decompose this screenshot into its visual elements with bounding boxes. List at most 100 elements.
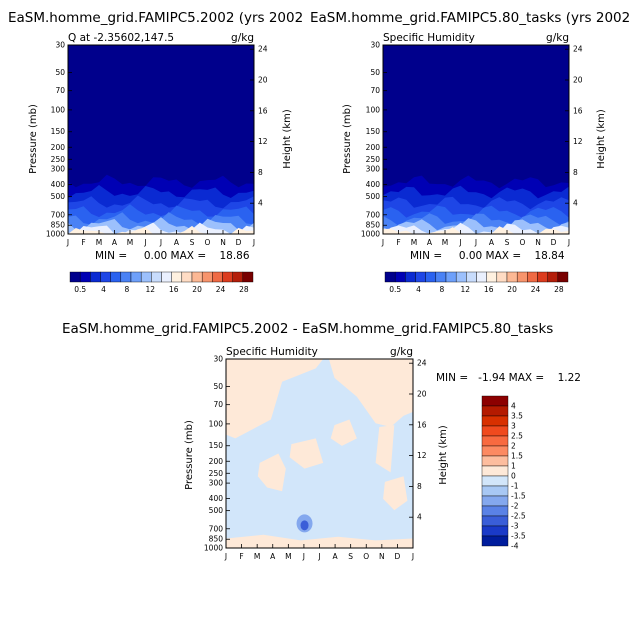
stats-top-left: MIN = 0.00 MAX = 18.86: [95, 250, 250, 262]
colorbar-swatch: [481, 505, 509, 517]
colorbar-label: -3: [511, 522, 519, 531]
y2label-bottom: Height (km): [438, 425, 449, 485]
stats-bottom: MIN = -1.94 MAX = 1.22: [436, 372, 581, 384]
colorbar-swatch: [481, 515, 509, 527]
x-tick-label: A: [489, 238, 495, 247]
colorbar-swatch: [516, 271, 528, 283]
y-tick-label: 700: [366, 210, 381, 219]
subtitle-left-top-right: Specific Humidity: [383, 32, 475, 44]
y2-tick-label: 8: [417, 482, 422, 491]
colorbar-swatch: [455, 271, 467, 283]
subtitle-right-top-left: g/kg: [231, 32, 254, 44]
humidity-band: [68, 225, 254, 234]
colorbar-label: 3.5: [511, 412, 523, 421]
ylabel-bottom: Pressure (mb): [184, 420, 195, 490]
y-tick-label: 30: [213, 355, 223, 364]
heatmap-layer-2: [226, 359, 413, 548]
y-tick-label: 300: [209, 479, 224, 488]
colorbar-label: 2: [511, 442, 516, 451]
y-tick-label: 50: [370, 68, 380, 77]
x-tick-label: M: [96, 238, 102, 247]
colorbar-swatch: [481, 405, 509, 417]
colorbar-label: 12: [461, 285, 471, 294]
colorbar-swatch: [130, 271, 142, 283]
colorbar-label: 12: [146, 285, 156, 294]
y2-tick-label: 20: [258, 76, 268, 85]
y-tick-label: 150: [366, 127, 381, 136]
y-tick-label: 70: [370, 86, 380, 95]
y-tick-label: 850: [366, 221, 381, 230]
colorbar-swatch: [527, 271, 538, 283]
y2-tick-label: 16: [258, 106, 268, 115]
colorbar-swatch: [79, 271, 91, 283]
positive-patch: [383, 476, 408, 511]
x-tick-label: J: [252, 238, 255, 247]
colorbar-swatch: [481, 445, 509, 457]
x-tick-label: F: [81, 238, 85, 247]
y2-tick-label: 12: [417, 451, 427, 460]
colorbar-label: 20: [192, 285, 202, 294]
colorbar-label: 24: [216, 285, 226, 294]
y2label-top-right: Height (km): [596, 109, 607, 169]
colorbar-swatch: [90, 271, 101, 283]
colorbar-swatch: [151, 271, 162, 283]
x-tick-label: O: [520, 238, 526, 247]
colorbar-label: 1.5: [511, 452, 523, 461]
colorbar-swatch: [486, 271, 498, 283]
colorbar-swatch: [445, 271, 457, 283]
colorbar-label: -2.5: [511, 512, 526, 521]
positive-patch: [328, 359, 413, 427]
x-tick-label: J: [381, 238, 384, 247]
y-tick-label: 100: [209, 419, 224, 428]
x-tick-label: N: [535, 238, 541, 247]
y-tick-label: 1000: [204, 544, 223, 553]
colorbar-label: 0: [511, 472, 516, 481]
colorbar-label: 20: [507, 285, 517, 294]
y2-tick-label: 8: [573, 168, 578, 177]
colorbar-swatch: [537, 271, 548, 283]
colorbar-swatch: [481, 455, 509, 467]
colorbar-swatch: [425, 271, 437, 283]
x-tick-label: M: [442, 238, 448, 247]
colorbar-swatch: [496, 271, 508, 283]
colorbar-label: 28: [554, 285, 564, 294]
positive-patch: [289, 438, 324, 469]
colorbar-swatch: [481, 485, 509, 497]
x-tick-label: J: [302, 552, 305, 561]
colorbar-label: 24: [531, 285, 541, 294]
y-tick-label: 300: [366, 165, 381, 174]
colorbar-swatch: [481, 475, 509, 487]
colorbar-swatch: [435, 271, 447, 283]
y-tick-label: 850: [209, 535, 224, 544]
colorbar-swatch: [181, 271, 193, 283]
colorbar-swatch: [476, 271, 487, 283]
y2-tick-label: 4: [573, 199, 578, 208]
x-tick-label: J: [66, 238, 69, 247]
y-tick-label: 850: [51, 221, 66, 230]
colorbar-swatch: [506, 271, 518, 283]
colorbar-2: 43.532.521.510-1-1.5-2-2.5-3-3.5-4: [481, 395, 526, 551]
x-tick-label: J: [224, 552, 227, 561]
colorbar-swatch: [481, 425, 509, 437]
colorbar-label: -4: [511, 542, 519, 551]
colorbar-swatch: [120, 271, 132, 283]
y-tick-label: 200: [51, 143, 66, 152]
colorbar-swatch: [191, 271, 203, 283]
colorbar-swatch: [481, 435, 509, 447]
colorbar-label: 4: [101, 285, 106, 294]
y-tick-label: 100: [51, 105, 66, 114]
y2-tick-label: 24: [417, 359, 427, 368]
y-tick-label: 50: [55, 68, 65, 77]
y2-tick-label: 4: [417, 513, 422, 522]
colorbar-label: -2: [511, 502, 519, 511]
y-tick-label: 30: [55, 41, 65, 50]
colorbar-label: 16: [169, 285, 179, 294]
colorbar-swatch: [557, 271, 569, 283]
y2-tick-label: 16: [573, 106, 583, 115]
colorbar-swatch: [466, 271, 477, 283]
colorbar-swatch: [171, 271, 183, 283]
x-tick-label: J: [159, 238, 162, 247]
x-tick-label: N: [220, 238, 226, 247]
